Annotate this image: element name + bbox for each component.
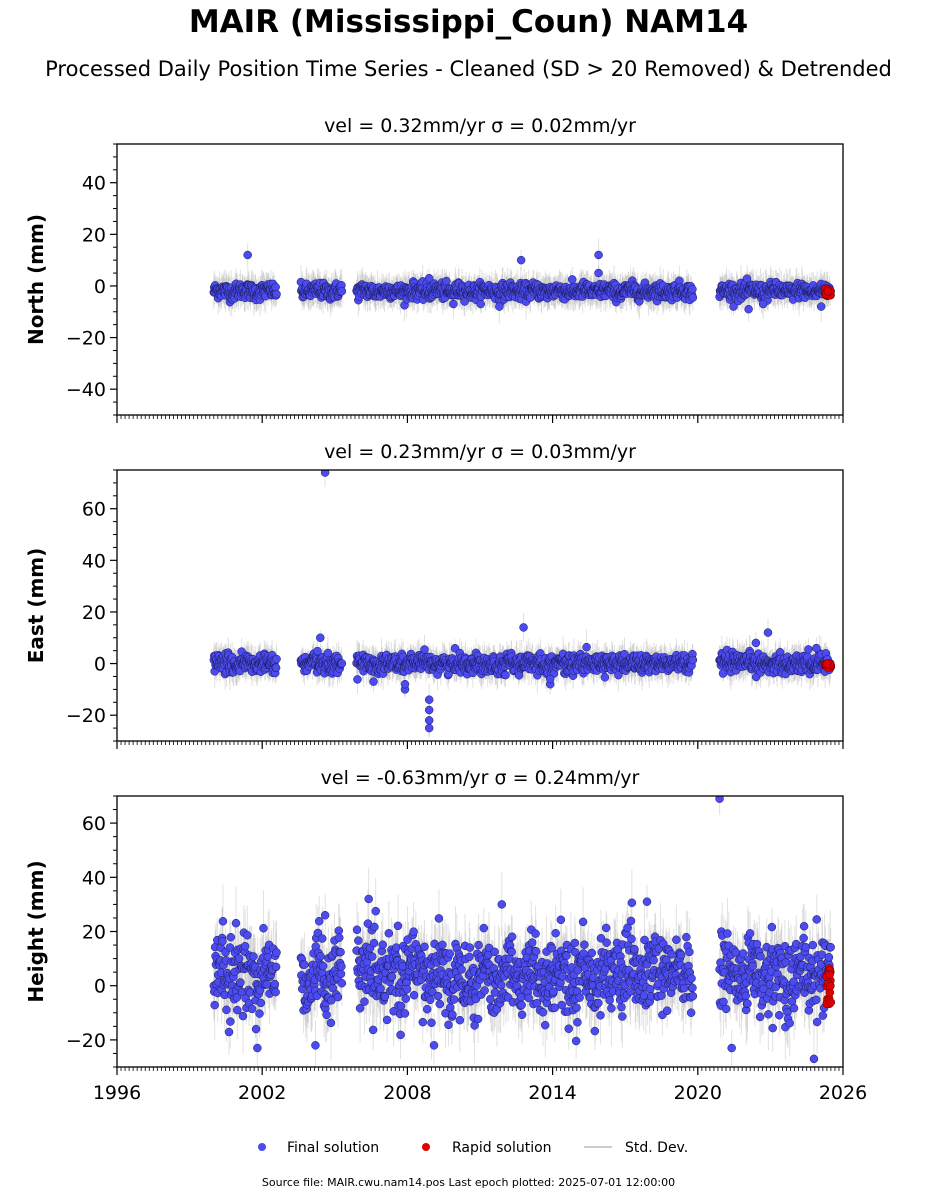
final-point [449,299,458,309]
plot-area [209,238,835,324]
final-point [582,642,591,652]
rapid-point [823,287,833,296]
final-point [567,275,577,284]
final-point [816,302,826,311]
final-point [243,250,252,260]
final-point [424,273,434,283]
final-point [442,276,451,286]
final-point [688,284,697,294]
final-point [495,302,504,311]
chart-subtitle: Processed Daily Position Time Series - C… [45,57,892,81]
final-point [600,673,610,682]
panel-title: vel = 0.32mm/yr σ = 0.02mm/yr [324,115,636,137]
final-point [594,268,603,278]
final-point [614,670,623,680]
final-point [501,670,510,680]
plot-area [209,470,836,738]
final-point [272,289,281,299]
y-axis-label: North (mm) [24,214,48,345]
final-point [688,293,698,302]
final-point [514,671,524,680]
rapid-solution-points [821,284,835,301]
final-point [516,255,526,265]
final-point [742,274,752,283]
y-tick-label: −20 [66,328,106,350]
final-point [272,654,281,664]
final-point [729,302,738,311]
final-point [337,286,347,296]
final-point [313,646,322,656]
final-point [476,299,485,309]
final-point [323,648,333,658]
panel-title: vel = 0.23mm/yr σ = 0.03mm/yr [324,441,636,463]
chart-title: MAIR (Mississippi_Coun) NAM14 [188,4,749,40]
y-tick-label: 20 [82,224,106,246]
final-point [758,299,768,309]
final-solution-points [209,250,835,314]
final-point [420,645,429,654]
final-point [271,282,280,292]
final-solution-points [209,470,835,733]
y-tick-label: 0 [94,276,106,298]
final-point [271,663,281,673]
final-point [337,659,347,668]
y-tick-label: −40 [66,379,106,401]
final-point [744,304,753,314]
y-axis-label: East (mm) [24,548,48,664]
std-dev-bars [213,470,832,738]
final-point [594,250,603,260]
y-tick-label: 40 [82,173,106,195]
final-point [353,675,362,684]
